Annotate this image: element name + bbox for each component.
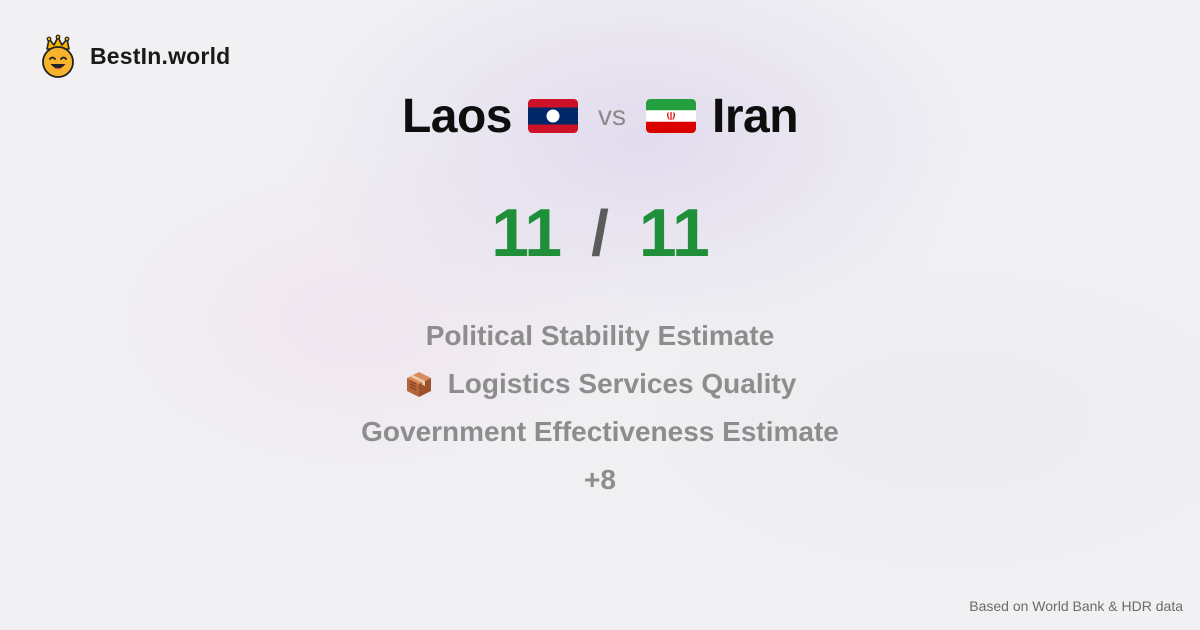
metric-label: +8 [584,464,616,495]
metric-label: Logistics Services Quality [447,368,797,399]
right-country-name[interactable]: Iran [712,89,799,143]
metric-item: Government Effectiveness Estimate [0,408,1200,456]
brand[interactable]: BestIn.world [38,34,230,78]
right-score: 11 [638,195,710,271]
metrics-list: Political Stability Estimate Logistics S… [0,312,1200,504]
iran-flag-icon [646,99,696,133]
brand-name: BestIn.world [90,42,231,69]
vs-label: vs [598,100,626,131]
smiling-crown-face-icon [42,34,74,78]
left-country-name[interactable]: Laos [401,89,513,143]
comparison-title: Laos vs Iran [0,80,1200,152]
laos-flag-icon [528,99,578,133]
metric-label: Political Stability Estimate [425,320,775,351]
data-source-note: Based on World Bank & HDR data [969,598,1183,614]
package-icon [406,372,431,397]
metric-label: Government Effectiveness Estimate [361,416,839,447]
score-separator: / [591,197,609,269]
metric-item: Political Stability Estimate [0,312,1200,360]
score-display: 11 / 11 [0,190,1200,276]
more-metrics-count: +8 [0,456,1200,504]
metric-item: Logistics Services Quality [0,360,1200,408]
left-score: 11 [491,195,562,271]
